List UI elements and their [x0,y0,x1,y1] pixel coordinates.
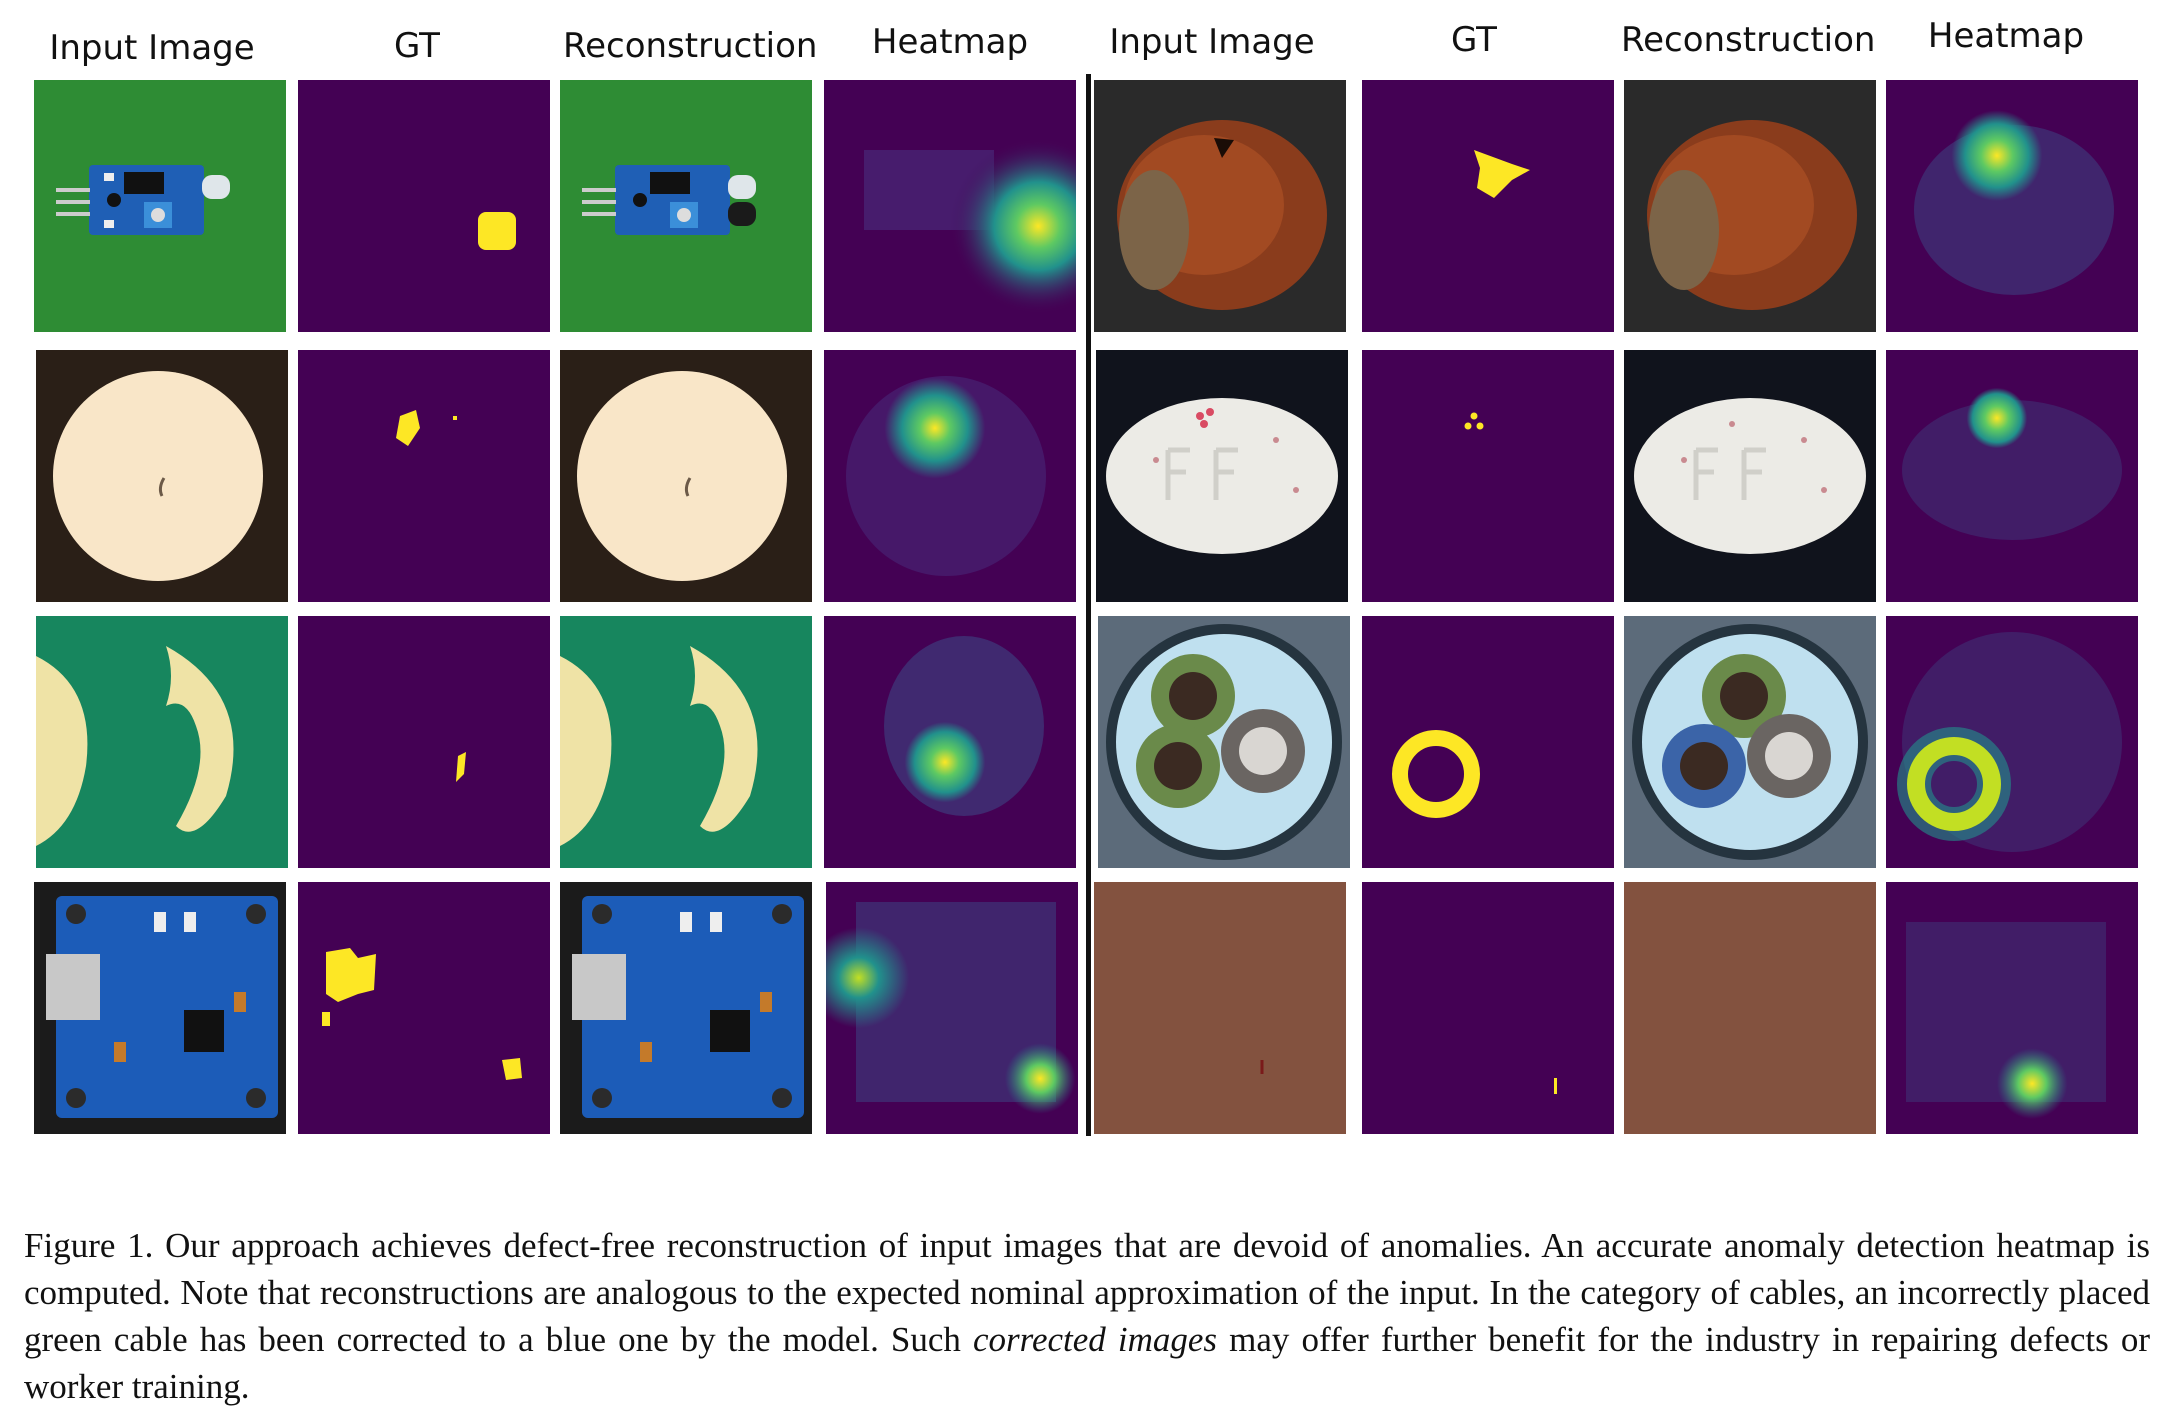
row4-right-gt-mask [1362,882,1614,1134]
row4-left-reconstruction [560,882,812,1134]
header-gt-right: GT [1451,20,1497,60]
row1-right-heatmap [1886,80,2138,332]
row3-right-gt-mask [1362,616,1614,868]
header-gt-left: GT [394,26,440,66]
header-reconstruction-left: Reconstruction [563,26,818,66]
header-reconstruction-right: Reconstruction [1621,20,1876,60]
row3-left-reconstruction [560,616,812,868]
row4-left-gt-mask [298,882,550,1134]
header-input-image-left: Input Image [49,28,255,68]
row3-right-reconstruction [1624,616,1876,868]
row1-left-gt-mask [298,80,550,332]
row2-right-reconstruction [1624,350,1876,602]
row4-right-reconstruction [1624,882,1876,1134]
column-divider [1086,74,1091,1136]
row3-left-gt-mask [298,616,550,868]
row3-left-heatmap [824,616,1076,868]
header-input-image-right: Input Image [1109,22,1315,62]
row2-right-heatmap [1886,350,2138,602]
header-heatmap-right: Heatmap [1927,16,2085,56]
row4-right-heatmap [1886,882,2138,1134]
row1-left-heatmap [824,80,1076,332]
row3-left-input-image [36,616,288,868]
header-heatmap-left: Heatmap [871,22,1029,62]
row2-right-gt-mask [1362,350,1614,602]
row3-right-input-image [1098,616,1350,868]
caption-italic: corrected images [972,1320,1218,1359]
row4-left-heatmap [826,882,1078,1134]
row2-left-reconstruction [560,350,812,602]
row2-right-input-image [1096,350,1348,602]
row1-left-input-image [34,80,286,332]
row2-left-heatmap [824,350,1076,602]
row2-left-gt-mask [298,350,550,602]
row1-right-gt-mask [1362,80,1614,332]
row1-right-reconstruction [1624,80,1876,332]
row1-left-reconstruction [560,80,812,332]
row3-right-heatmap [1886,616,2138,868]
row4-right-input-image [1094,882,1346,1134]
caption-part2: may offer further benefit for the indust… [24,1320,2150,1406]
row2-left-input-image [36,350,288,602]
caption-part1: Figure 1. Our approach achieves defect-f… [24,1226,2150,1359]
row4-left-input-image [34,882,286,1134]
row1-right-input-image [1094,80,1346,332]
figure-caption: Figure 1. Our approach achieves defect-f… [24,1222,2150,1410]
